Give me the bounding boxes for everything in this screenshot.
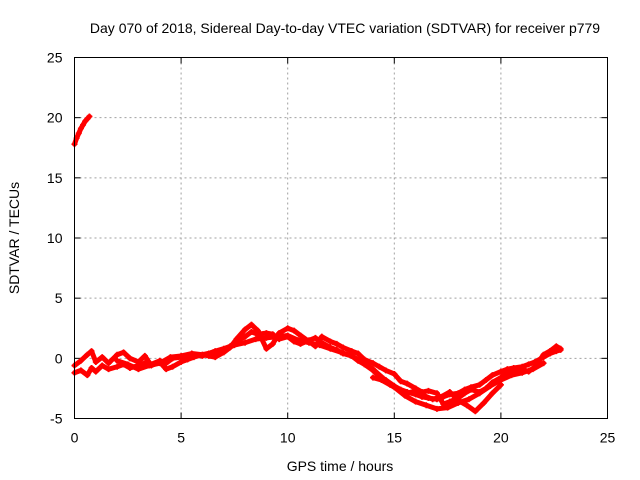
y-tick-label: 0 <box>55 350 63 366</box>
series-4 <box>114 332 547 412</box>
data-point <box>497 381 504 388</box>
chart-title: Day 070 of 2018, Sidereal Day-to-day VTE… <box>90 20 600 36</box>
x-tick-label: 15 <box>387 430 403 446</box>
y-tick-label: -5 <box>50 411 63 427</box>
plot-frame <box>74 57 608 419</box>
y-tick-label: 10 <box>47 230 63 246</box>
series-1 <box>71 113 93 148</box>
data-point <box>557 345 564 352</box>
grid <box>74 57 608 419</box>
data-point <box>86 113 93 120</box>
y-tick-label: 5 <box>55 290 63 306</box>
y-tick-label: 20 <box>47 110 63 126</box>
x-tick-label: 20 <box>493 430 509 446</box>
x-tick-label: 10 <box>280 430 296 446</box>
series-5 <box>369 374 504 415</box>
trace-segment <box>489 382 504 396</box>
x-tick-label: 25 <box>600 430 616 446</box>
tick-labels: 0 5 10 15 20 25 -5 0 5 10 15 20 25 <box>47 50 616 446</box>
y-tick-label: 25 <box>47 50 63 66</box>
data-points <box>71 113 564 415</box>
trace-segment <box>530 360 547 372</box>
x-tick-label: 0 <box>71 430 79 446</box>
x-tick-label: 5 <box>177 430 185 446</box>
x-axis-title: GPS time / hours <box>287 458 394 474</box>
data-point <box>540 360 547 367</box>
y-axis-title: SDTVAR / TECUs <box>6 182 22 294</box>
y-tick-label: 15 <box>47 170 63 186</box>
